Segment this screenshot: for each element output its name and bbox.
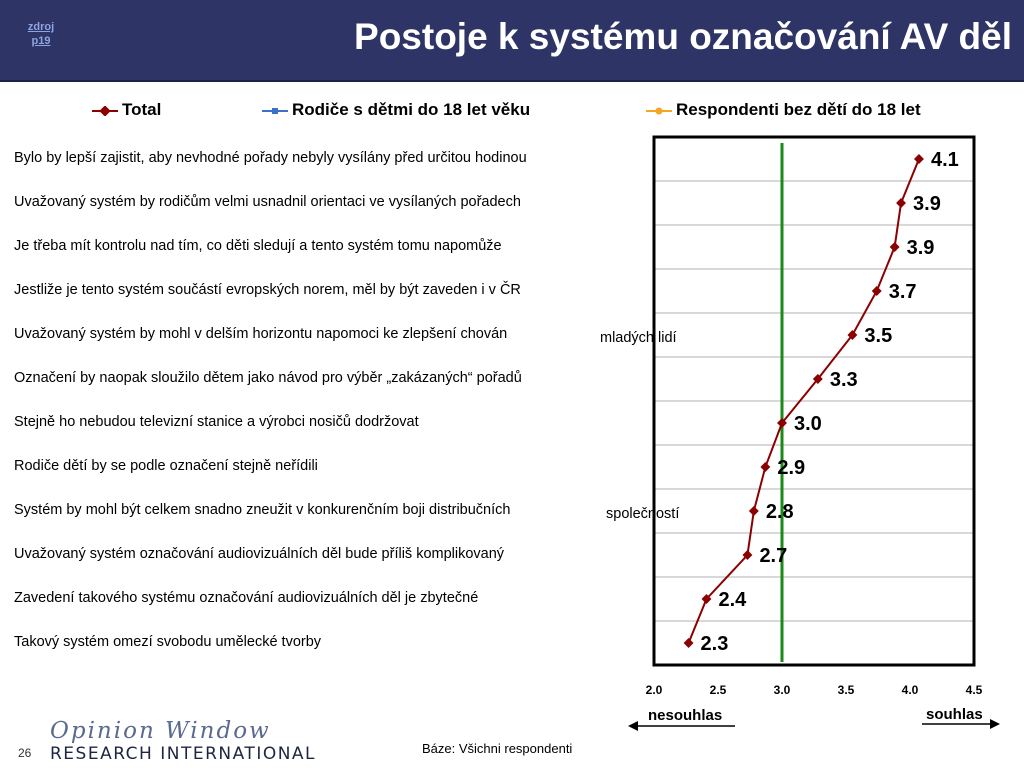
data-label: 3.7 bbox=[889, 281, 917, 303]
data-point bbox=[896, 198, 906, 208]
statement-label: Stejně ho nebudou televizní stanice a vý… bbox=[14, 414, 419, 430]
x-tick-label: 4.0 bbox=[902, 683, 919, 697]
x-tick-label: 2.0 bbox=[646, 683, 663, 697]
statement-label: Uvažovaný systém by mohl v delším horizo… bbox=[14, 326, 508, 342]
direction-right-label: souhlas bbox=[926, 706, 983, 723]
data-point bbox=[742, 550, 753, 560]
arrow-left-head bbox=[628, 721, 638, 731]
x-tick-label: 4.5 bbox=[966, 683, 983, 697]
data-label: 3.9 bbox=[907, 237, 935, 259]
data-point bbox=[812, 374, 823, 384]
statement-label: Rodiče dětí by se podle označení stejně … bbox=[14, 458, 318, 474]
data-label: 2.9 bbox=[777, 457, 805, 479]
logo-research-international: RESEARCH INTERNATIONAL bbox=[50, 744, 317, 764]
source-line1: zdroj bbox=[27, 21, 55, 33]
statement-label: Zavedení takového systému označování aud… bbox=[14, 590, 479, 606]
plot-frame bbox=[652, 135, 976, 667]
page-title: Postoje k systému označování AV děl bbox=[354, 16, 1012, 57]
data-label: 2.7 bbox=[759, 545, 787, 567]
data-point bbox=[683, 638, 694, 648]
data-label: 2.8 bbox=[766, 501, 794, 523]
legend-marker-parents bbox=[262, 107, 288, 114]
legend-marker-total bbox=[92, 104, 118, 117]
data-label: 3.3 bbox=[830, 369, 858, 391]
data-label: 3.0 bbox=[794, 413, 822, 435]
statement-label-continuation: společností bbox=[606, 506, 680, 522]
chart-legend: Total Rodiče s dětmi do 18 let věku Resp… bbox=[0, 100, 1024, 122]
statement-label: Jestliže je tento systém součástí evrops… bbox=[14, 282, 521, 298]
legend-label-no-children: Respondenti bez dětí do 18 let bbox=[676, 100, 921, 119]
statement-label: Bylo by lepší zajistit, aby nevhodné poř… bbox=[14, 150, 527, 166]
statement-label: Uvažovaný systém by rodičům velmi usnadn… bbox=[14, 194, 521, 210]
series-line-total bbox=[687, 158, 920, 644]
data-label: 2.4 bbox=[718, 589, 747, 611]
source-link[interactable]: zdroj p19 bbox=[22, 20, 60, 48]
data-point bbox=[701, 594, 712, 604]
legend-label-total: Total bbox=[122, 100, 162, 119]
legend-item-no-children: Respondenti bez dětí do 18 let bbox=[646, 100, 921, 120]
statement-label: Takový systém omezí svobodu umělecké tvo… bbox=[14, 634, 322, 650]
x-tick-label: 3.5 bbox=[838, 683, 855, 697]
x-tick-label: 3.0 bbox=[774, 683, 791, 697]
statement-label-continuation: mladých lidí bbox=[600, 330, 677, 346]
legend-marker-no-children bbox=[646, 107, 672, 115]
direction-left-label: nesouhlas bbox=[648, 707, 723, 724]
statement-label: Je třeba mít kontrolu nad tím, co děti s… bbox=[14, 238, 502, 254]
logo-opinion-window: Opinion Window bbox=[50, 718, 271, 744]
statement-label: Systém by mohl být celkem snadno zneužit… bbox=[14, 502, 511, 518]
legend-item-total: Total bbox=[92, 100, 161, 120]
data-point bbox=[777, 418, 787, 428]
data-label: 4.1 bbox=[931, 149, 959, 171]
data-point bbox=[871, 286, 882, 296]
header-bar: zdroj p19 Postoje k systému označování A… bbox=[0, 0, 1024, 82]
x-tick-label: 2.5 bbox=[710, 683, 727, 697]
legend-item-parents: Rodiče s dětmi do 18 let věku bbox=[262, 100, 530, 120]
statement-label: Označení by naopak sloužilo dětem jako n… bbox=[14, 370, 522, 386]
arrow-right-head bbox=[990, 719, 1000, 729]
data-label: 3.9 bbox=[913, 193, 941, 215]
data-label: 2.3 bbox=[701, 633, 729, 655]
data-label: 3.5 bbox=[864, 325, 892, 347]
data-point bbox=[760, 462, 771, 472]
data-point bbox=[889, 242, 900, 252]
data-point bbox=[748, 506, 759, 516]
footnote-base: Báze: Všichni respondenti bbox=[422, 741, 573, 756]
data-point bbox=[847, 330, 858, 340]
statement-label: Uvažovaný systém označování audiovizuáln… bbox=[14, 546, 505, 562]
page-number: 26 bbox=[18, 746, 32, 760]
source-line2: p19 bbox=[31, 35, 51, 47]
legend-label-parents: Rodiče s dětmi do 18 let věku bbox=[292, 100, 531, 119]
data-point bbox=[914, 154, 924, 164]
